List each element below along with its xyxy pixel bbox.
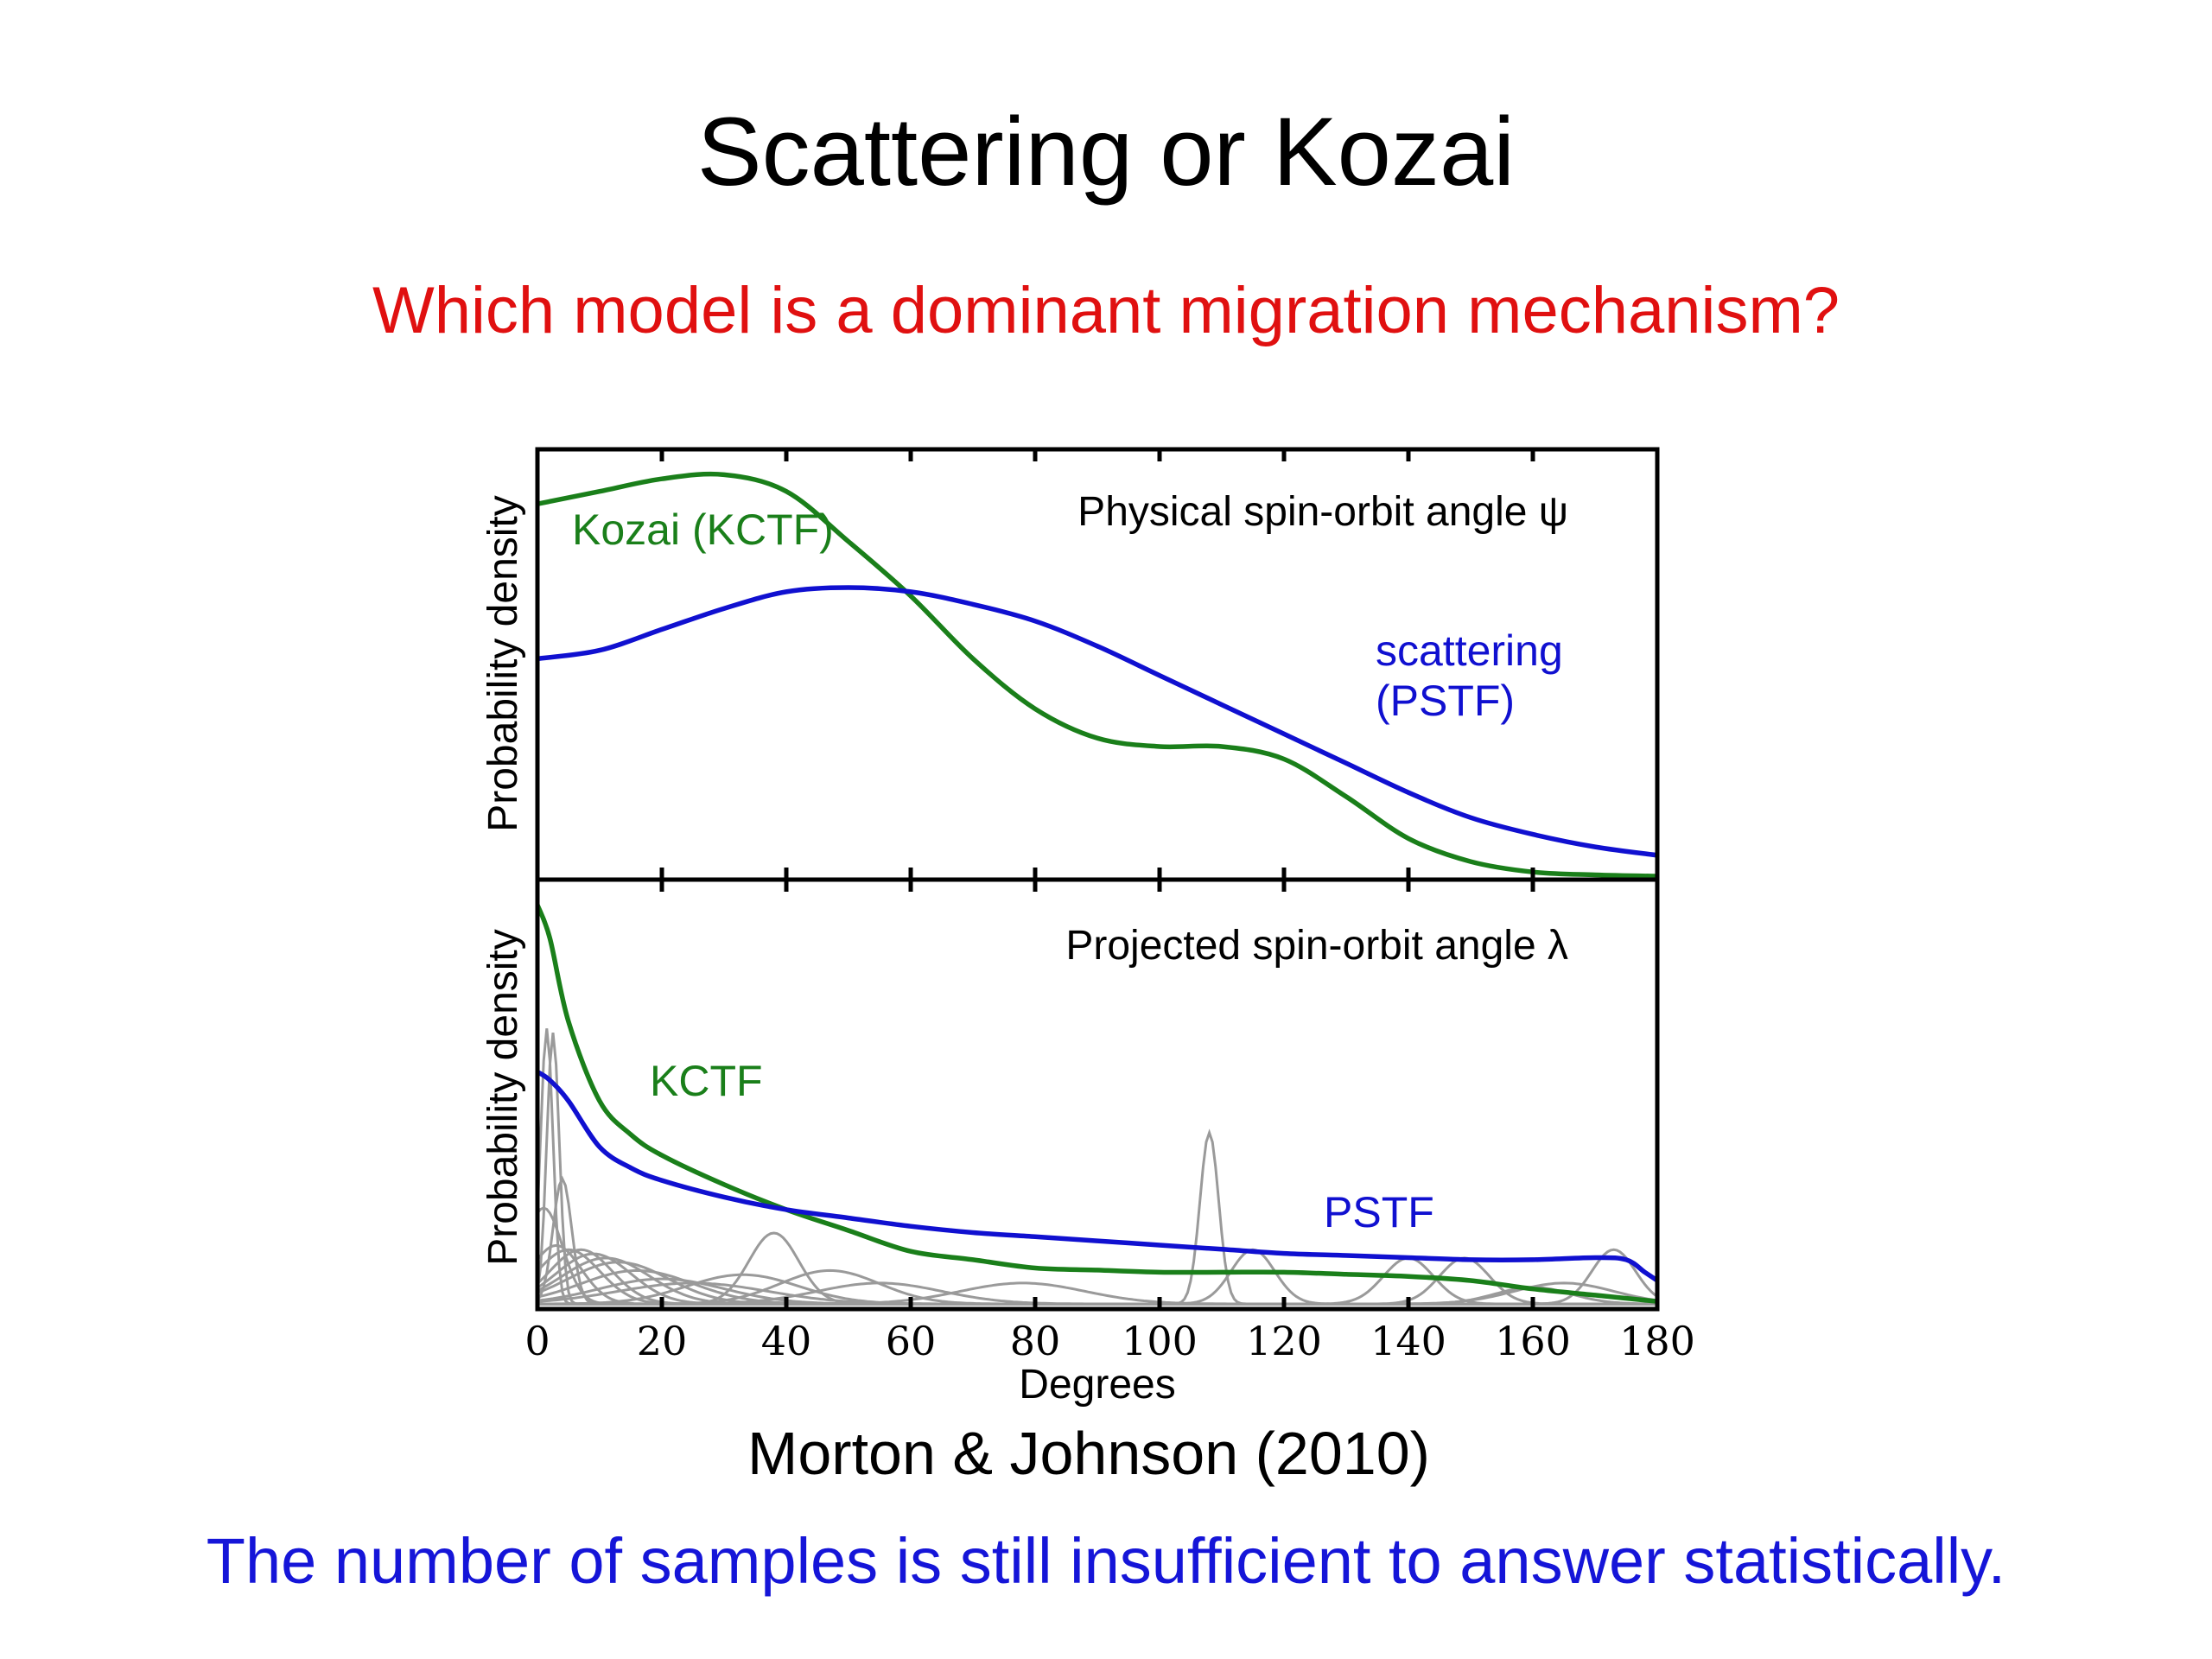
sample-curve-18 [537,1128,1657,1306]
x-tick-label: 20 [637,1318,688,1364]
bottom-y-label: Probability density [480,929,526,1266]
slide-subtitle: Which model is a dominant migration mech… [372,274,1840,347]
x-tick-label: 40 [761,1318,812,1364]
x-tick-label: 180 [1619,1318,1695,1364]
sample-curve-24 [537,1281,1658,1306]
top-series-scattering-pstf-line [537,585,1658,858]
top-kctf-label: Kozai (KCTF) [572,505,834,554]
bottom-kctf-label: KCTF [650,1057,763,1105]
top-pstf-label-line1: scattering [1376,626,1563,675]
top-y-label: Probability density [480,495,526,832]
bottom-panel-title: Projected spin-orbit angle λ [1065,923,1568,969]
x-tick-label: 160 [1495,1318,1571,1364]
citation: Morton & Johnson (2010) [747,1420,1430,1487]
x-tick-label: 120 [1246,1318,1322,1364]
x-tick-label: 0 [524,1318,550,1364]
bottom-panel: Projected spin-orbit angle λ KCTF PSTF P… [480,904,1695,1408]
x-tick-label: 140 [1370,1318,1446,1364]
slide-title: Scattering or Kozai [696,98,1516,206]
x-tick-label: 100 [1122,1318,1198,1364]
top-pstf-label-line2: (PSTF) [1376,677,1515,725]
top-series-kozai-kctf-line [537,471,1658,879]
x-axis-label: Degrees [1019,1362,1175,1408]
bottom-pstf-label: PSTF [1324,1188,1434,1236]
bottom-panel-frame [535,877,1660,1312]
x-tick-label: 80 [1010,1318,1061,1364]
sample-curves [536,1028,1658,1306]
bottom-series-pstf-line [536,1070,1659,1283]
bottom-series-kctf-line [535,904,1658,1304]
top-panel-title: Physical spin-orbit angle ψ [1077,489,1568,535]
footer-note: The number of samples is still insuffici… [206,1525,2006,1597]
x-tick-label: 60 [886,1318,937,1364]
top-panel: Physical spin-orbit angle ψ Kozai (KCTF)… [480,471,1658,879]
sample-curve-3 [536,1206,1657,1306]
